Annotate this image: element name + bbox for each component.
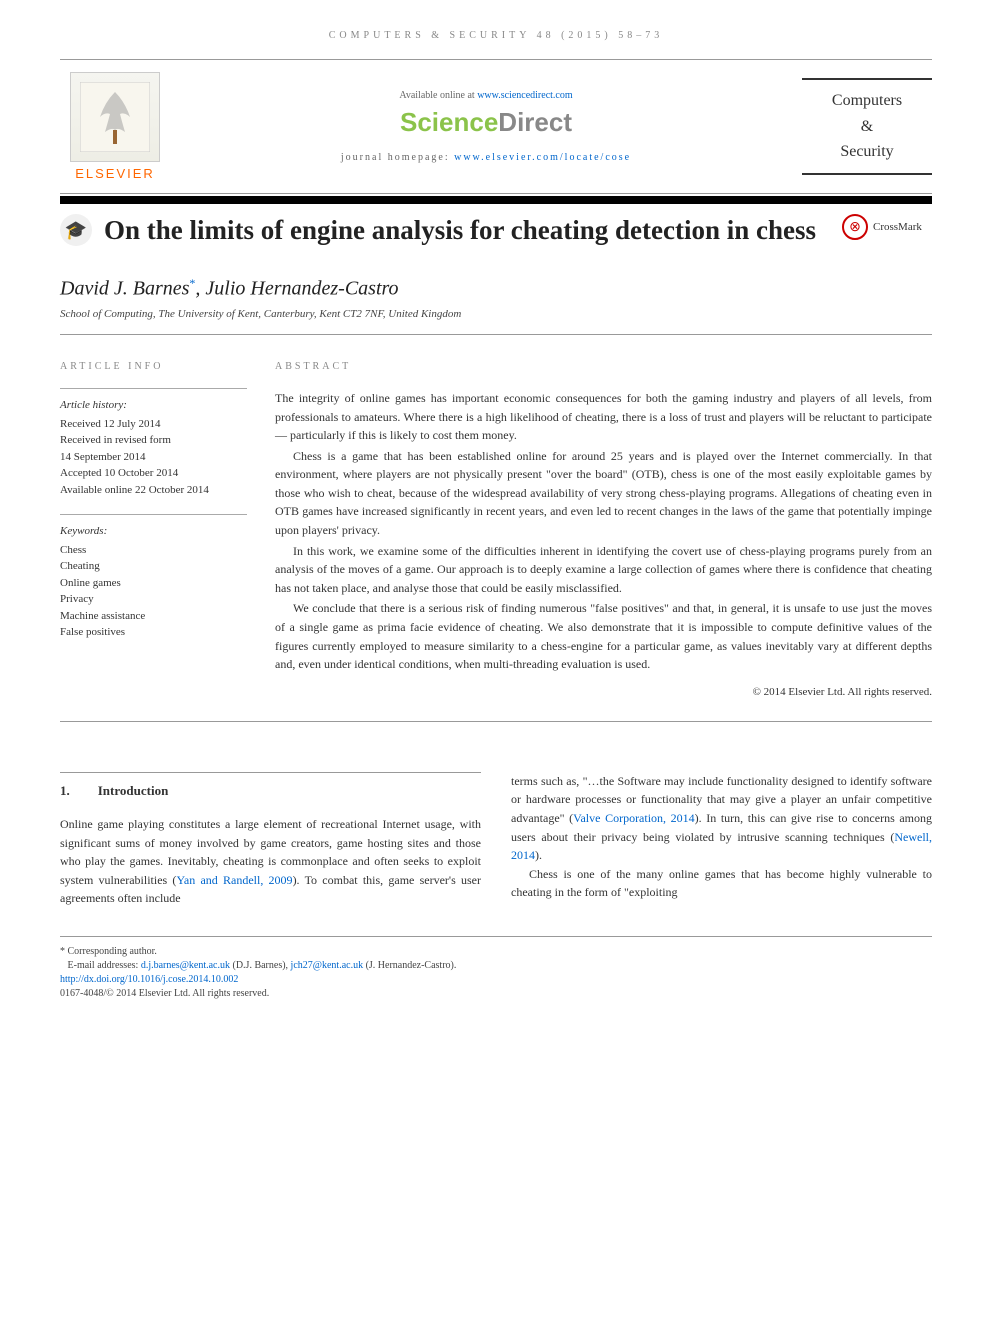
intro-para-2: Chess is one of the many online games th… — [511, 865, 932, 902]
email-line: E-mail addresses: d.j.barnes@kent.ac.uk … — [60, 959, 932, 973]
sd-word-science: Science — [400, 107, 498, 137]
title-row: 🎓 On the limits of engine analysis for c… — [60, 214, 932, 248]
keyword: Online games — [60, 575, 247, 592]
journal-word-1: Computers — [802, 88, 932, 114]
text-run: ). — [535, 848, 542, 862]
history-line: Available online 22 October 2014 — [60, 482, 247, 499]
abstract-heading: ABSTRACT — [275, 359, 932, 375]
elsevier-label: ELSEVIER — [75, 166, 155, 181]
keyword: Privacy — [60, 591, 247, 608]
keyword: False positives — [60, 624, 247, 641]
email-name-2: (J. Hernandez-Castro). — [363, 960, 456, 971]
black-divider-bar — [60, 196, 932, 204]
history-line: 14 September 2014 — [60, 449, 247, 466]
keyword: Machine assistance — [60, 608, 247, 625]
crossmark-label: CrossMark — [873, 221, 922, 233]
abstract-column: ABSTRACT The integrity of online games h… — [275, 359, 932, 700]
sciencedirect-logo: ScienceDirect — [170, 107, 802, 138]
corresponding-star: * — [189, 276, 195, 290]
email-name-1: (D.J. Barnes), — [230, 960, 291, 971]
history-line: Received in revised form — [60, 432, 247, 449]
sd-word-direct: Direct — [498, 107, 572, 137]
article-info-heading: ARTICLE INFO — [60, 359, 247, 374]
intro-para-1-cont: terms such as, "…the Software may includ… — [511, 772, 932, 865]
crossmark-widget[interactable]: ⊗ CrossMark — [842, 214, 932, 240]
email-label: E-mail addresses: — [68, 960, 141, 971]
history-line: Received 12 July 2014 — [60, 416, 247, 433]
body-column-left: 1. Introduction Online game playing const… — [60, 772, 481, 908]
citation-link[interactable]: Valve Corporation, 2014 — [573, 811, 695, 825]
section-title: Introduction — [98, 783, 169, 798]
journal-homepage-line: journal homepage: www.elsevier.com/locat… — [170, 152, 802, 163]
corresponding-author-note: * Corresponding author. — [60, 945, 932, 959]
section-1-heading: 1. Introduction — [60, 772, 481, 801]
citation-link[interactable]: Yan and Randell, 2009 — [176, 873, 292, 887]
keyword: Chess — [60, 542, 247, 559]
journal-home-label: journal homepage: — [341, 152, 454, 163]
journal-title-block: Computers & Security — [802, 78, 932, 175]
abstract-para-1: The integrity of online games has import… — [275, 389, 932, 445]
sciencedirect-url[interactable]: www.sciencedirect.com — [477, 90, 572, 101]
section-number: 1. — [60, 783, 70, 798]
journal-home-link[interactable]: www.elsevier.com/locate/cose — [454, 152, 631, 163]
body-column-right: terms such as, "…the Software may includ… — [511, 772, 932, 908]
keyword: Cheating — [60, 558, 247, 575]
available-online-text: Available online at www.sciencedirect.co… — [170, 90, 802, 101]
publisher-logo-block: ELSEVIER — [60, 72, 170, 181]
info-abstract-row: ARTICLE INFO Article history: Received 1… — [60, 359, 932, 721]
issn-copyright: 0167-4048/© 2014 Elsevier Ltd. All right… — [60, 987, 932, 1001]
graduation-cap-icon: 🎓 — [60, 214, 92, 246]
history-line: Accepted 10 October 2014 — [60, 465, 247, 482]
history-label: Article history: — [60, 397, 247, 414]
email-link-2[interactable]: jch27@kent.ac.uk — [291, 960, 364, 971]
elsevier-tree-icon — [70, 72, 160, 162]
abstract-copyright: © 2014 Elsevier Ltd. All rights reserved… — [275, 684, 932, 701]
abstract-para-2: Chess is a game that has been establishe… — [275, 447, 932, 540]
crossmark-icon: ⊗ — [842, 214, 868, 240]
article-title: On the limits of engine analysis for che… — [104, 214, 822, 248]
footer-block: * Corresponding author. E-mail addresses… — [60, 936, 932, 1001]
author-1: David J. Barnes — [60, 277, 189, 299]
affiliation: School of Computing, The University of K… — [60, 308, 932, 335]
banner-center: Available online at www.sciencedirect.co… — [170, 90, 802, 163]
author-2: Julio Hernandez-Castro — [205, 277, 398, 299]
header-citation: COMPUTERS & SECURITY 48 (2015) 58–73 — [60, 30, 932, 41]
abstract-para-3: In this work, we examine some of the dif… — [275, 542, 932, 598]
keywords-block: Keywords: Chess Cheating Online games Pr… — [60, 514, 247, 641]
journal-word-3: Security — [802, 139, 932, 165]
body-columns: 1. Introduction Online game playing const… — [60, 772, 932, 908]
top-banner: ELSEVIER Available online at www.science… — [60, 59, 932, 194]
keywords-label: Keywords: — [60, 523, 247, 540]
article-info-column: ARTICLE INFO Article history: Received 1… — [60, 359, 275, 700]
abstract-para-4: We conclude that there is a serious risk… — [275, 599, 932, 673]
available-label: Available online at — [399, 90, 477, 101]
intro-para-1: Online game playing constitutes a large … — [60, 815, 481, 908]
email-link-1[interactable]: d.j.barnes@kent.ac.uk — [141, 960, 230, 971]
authors-line: David J. Barnes*, Julio Hernandez-Castro — [60, 276, 932, 301]
doi-link[interactable]: http://dx.doi.org/10.1016/j.cose.2014.10… — [60, 974, 238, 985]
article-history-block: Article history: Received 12 July 2014 R… — [60, 388, 247, 498]
journal-word-2: & — [802, 114, 932, 140]
